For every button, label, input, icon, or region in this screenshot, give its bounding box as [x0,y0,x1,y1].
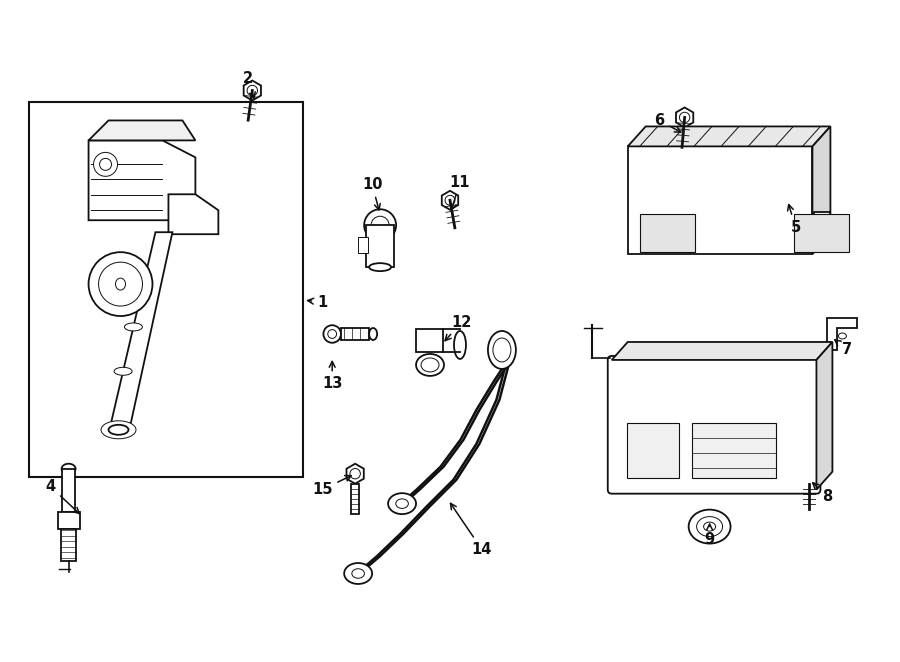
Ellipse shape [369,263,392,271]
Text: 15: 15 [312,475,351,497]
Polygon shape [813,126,831,254]
Bar [61,528,76,561]
Circle shape [100,158,112,170]
Bar [795,214,850,252]
Ellipse shape [454,331,466,359]
Polygon shape [416,329,443,352]
Bar [358,237,368,253]
Polygon shape [816,342,833,490]
Polygon shape [814,213,831,229]
Bar [691,423,777,478]
Ellipse shape [135,279,153,287]
Bar [351,484,359,514]
Ellipse shape [704,522,716,531]
Ellipse shape [114,367,132,375]
Ellipse shape [493,338,511,362]
Polygon shape [168,194,219,234]
Ellipse shape [688,510,731,544]
Ellipse shape [115,278,125,290]
Ellipse shape [109,425,129,435]
Ellipse shape [124,323,142,331]
Text: 10: 10 [362,177,382,210]
Ellipse shape [697,516,723,537]
Circle shape [94,152,118,176]
Circle shape [88,252,152,316]
Ellipse shape [839,333,846,339]
Text: 3: 3 [113,285,133,308]
Polygon shape [109,232,173,434]
Text: 7: 7 [835,340,852,357]
Circle shape [371,216,389,234]
Bar [366,225,394,267]
Polygon shape [442,191,458,210]
Text: 12: 12 [445,314,473,341]
Text: 2: 2 [243,71,256,98]
Ellipse shape [488,331,516,369]
Bar [58,512,79,528]
Circle shape [98,262,142,306]
Text: 4: 4 [46,479,79,514]
Polygon shape [676,107,693,127]
Circle shape [805,479,814,489]
Text: 1: 1 [308,295,328,310]
Circle shape [328,330,337,338]
Ellipse shape [352,569,365,578]
Bar [29,103,303,477]
Circle shape [350,469,360,479]
Bar [627,146,813,254]
Bar [62,469,75,512]
Ellipse shape [396,499,409,508]
Text: 9: 9 [705,524,715,547]
Ellipse shape [101,421,136,439]
Circle shape [248,85,257,96]
Bar [626,423,679,478]
Circle shape [364,209,396,241]
Ellipse shape [388,493,416,514]
Polygon shape [827,318,858,350]
Circle shape [323,325,341,343]
Text: 6: 6 [654,113,680,132]
Polygon shape [88,140,195,220]
Ellipse shape [416,354,444,376]
Polygon shape [346,463,364,484]
Polygon shape [801,474,818,493]
Polygon shape [612,342,832,360]
Polygon shape [627,126,831,146]
Bar [341,328,369,340]
Circle shape [446,195,454,205]
Ellipse shape [61,463,76,474]
Text: 13: 13 [322,361,342,391]
Ellipse shape [344,563,372,584]
Polygon shape [88,120,195,140]
Ellipse shape [369,328,377,340]
Text: 11: 11 [450,175,470,210]
Polygon shape [244,81,261,101]
Circle shape [680,113,689,122]
Text: 14: 14 [451,503,492,557]
Bar [640,214,695,252]
FancyBboxPatch shape [608,356,821,494]
Ellipse shape [421,358,439,372]
Text: 8: 8 [813,483,833,504]
Text: 5: 5 [788,205,801,235]
